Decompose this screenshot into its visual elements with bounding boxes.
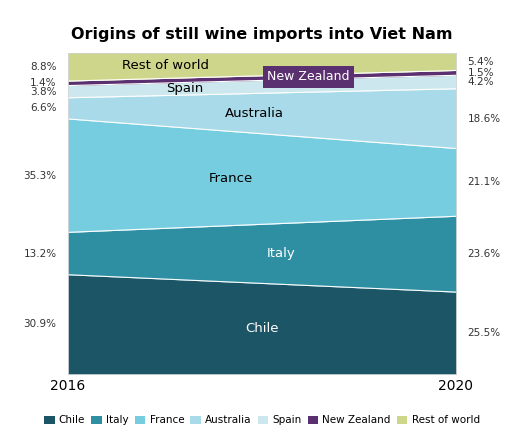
Text: 18.6%: 18.6% bbox=[467, 114, 500, 124]
Legend: Chile, Italy, France, Australia, Spain, New Zealand, Rest of world: Chile, Italy, France, Australia, Spain, … bbox=[40, 411, 484, 430]
Text: 35.3%: 35.3% bbox=[24, 171, 57, 181]
Text: Rest of world: Rest of world bbox=[122, 59, 209, 72]
Text: 1.5%: 1.5% bbox=[467, 68, 494, 78]
Text: 21.1%: 21.1% bbox=[467, 177, 500, 187]
Text: France: France bbox=[209, 172, 253, 185]
Text: 8.8%: 8.8% bbox=[30, 62, 57, 72]
Text: Spain: Spain bbox=[166, 82, 203, 95]
Text: Italy: Italy bbox=[267, 247, 296, 260]
Text: 4.2%: 4.2% bbox=[467, 77, 494, 87]
Text: 25.5%: 25.5% bbox=[467, 328, 500, 338]
Text: 23.6%: 23.6% bbox=[467, 249, 500, 259]
Text: 30.9%: 30.9% bbox=[24, 319, 57, 330]
Text: 5.4%: 5.4% bbox=[467, 57, 494, 67]
Text: Chile: Chile bbox=[245, 322, 279, 335]
Text: 3.8%: 3.8% bbox=[30, 87, 57, 97]
Text: 1.4%: 1.4% bbox=[30, 78, 57, 88]
Text: 6.6%: 6.6% bbox=[30, 103, 57, 114]
Text: New Zealand: New Zealand bbox=[267, 70, 350, 83]
Text: 13.2%: 13.2% bbox=[24, 249, 57, 259]
Text: Australia: Australia bbox=[225, 107, 283, 120]
Title: Origins of still wine imports into Viet Nam: Origins of still wine imports into Viet … bbox=[71, 27, 453, 42]
